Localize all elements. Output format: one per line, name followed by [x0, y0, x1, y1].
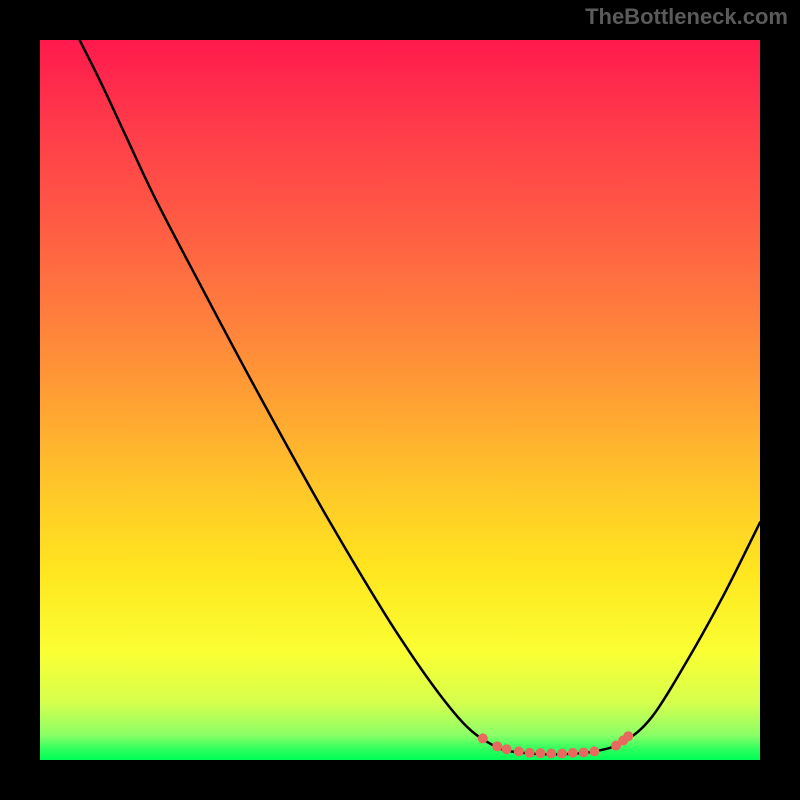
chart-container: TheBottleneck.com — [0, 0, 800, 800]
marker-dot — [502, 744, 512, 754]
marker-dot — [568, 748, 578, 758]
marker-dot — [492, 741, 502, 751]
plot-background — [40, 40, 760, 760]
marker-dot — [579, 747, 589, 757]
marker-dot — [557, 749, 567, 759]
marker-dot — [623, 731, 633, 741]
marker-dot — [546, 749, 556, 759]
watermark-text: TheBottleneck.com — [585, 4, 788, 30]
marker-dot — [514, 746, 524, 756]
marker-dot — [525, 748, 535, 758]
marker-dot — [478, 733, 488, 743]
bottleneck-chart — [0, 0, 800, 800]
marker-dot — [589, 746, 599, 756]
marker-dot — [535, 748, 545, 758]
